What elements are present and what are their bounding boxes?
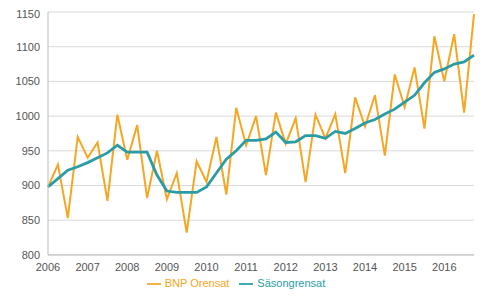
svg-text:2010: 2010 — [194, 261, 218, 273]
svg-text:2015: 2015 — [392, 261, 416, 273]
svg-text:1000: 1000 — [16, 110, 40, 122]
svg-text:950: 950 — [22, 145, 40, 157]
svg-text:2014: 2014 — [353, 261, 377, 273]
svg-text:2012: 2012 — [274, 261, 298, 273]
svg-text:1100: 1100 — [16, 41, 40, 53]
svg-text:2009: 2009 — [155, 261, 179, 273]
svg-text:1050: 1050 — [16, 75, 40, 87]
svg-text:2013: 2013 — [313, 261, 337, 273]
svg-text:2007: 2007 — [75, 261, 99, 273]
html-text:BNP Orensat: BNP Orensat — [164, 276, 230, 289]
svg-text:2016: 2016 — [432, 261, 456, 273]
svg-text:2008: 2008 — [115, 261, 139, 273]
svg-text:800: 800 — [22, 249, 40, 261]
svg-text:2006: 2006 — [36, 261, 60, 273]
svg-text:2011: 2011 — [234, 261, 258, 273]
svg-text:900: 900 — [22, 179, 40, 191]
svg-text:1150: 1150 — [16, 8, 40, 20]
html-text:Säsongrensat: Säsongrensat — [257, 276, 326, 289]
svg-text:850: 850 — [22, 214, 40, 226]
